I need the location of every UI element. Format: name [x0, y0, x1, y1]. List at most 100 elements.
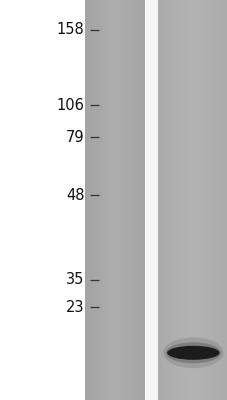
Bar [197, 0, 198, 400]
Bar [205, 0, 206, 400]
Bar [128, 0, 129, 400]
Bar [102, 0, 103, 400]
Bar [116, 0, 117, 400]
Bar [141, 0, 142, 400]
Bar [142, 0, 143, 400]
Bar [178, 0, 180, 400]
Bar [203, 0, 204, 400]
Bar [167, 0, 168, 400]
Bar [105, 0, 106, 400]
Bar [220, 0, 221, 400]
Bar [170, 0, 172, 400]
Bar [218, 0, 219, 400]
Bar [126, 0, 127, 400]
Bar [108, 0, 109, 400]
Bar [115, 0, 116, 400]
Bar [191, 0, 192, 400]
Bar [224, 0, 225, 400]
Bar [173, 0, 174, 400]
Bar [159, 0, 160, 400]
Bar [190, 0, 191, 400]
Bar [94, 0, 95, 400]
Bar [204, 0, 205, 400]
Text: 158: 158 [56, 22, 84, 38]
Ellipse shape [165, 342, 220, 363]
Bar [88, 0, 89, 400]
Bar [219, 0, 220, 400]
Bar [169, 0, 170, 400]
Bar [93, 0, 94, 400]
Bar [130, 0, 131, 400]
Bar [194, 0, 195, 400]
Bar [117, 0, 118, 400]
Bar [92, 0, 93, 400]
Bar [107, 0, 108, 400]
Bar [207, 0, 209, 400]
Bar [122, 0, 123, 400]
Bar [198, 0, 199, 400]
Bar [222, 0, 224, 400]
Bar [109, 0, 110, 400]
Bar [97, 0, 98, 400]
Bar [96, 0, 97, 400]
Bar [209, 0, 210, 400]
Bar [168, 0, 169, 400]
Bar [185, 0, 187, 400]
Bar [165, 0, 166, 400]
Bar [143, 0, 144, 400]
Bar [175, 0, 176, 400]
Bar [98, 0, 99, 400]
Bar [162, 0, 163, 400]
Bar [100, 0, 101, 400]
Bar [166, 0, 167, 400]
Bar [132, 0, 133, 400]
Bar [103, 0, 104, 400]
Bar [188, 0, 189, 400]
Bar [145, 0, 158, 400]
Bar [214, 0, 215, 400]
Bar [226, 0, 227, 400]
Bar [87, 0, 88, 400]
Bar [113, 0, 114, 400]
Bar [200, 0, 202, 400]
Bar [127, 0, 128, 400]
Bar [184, 0, 185, 400]
Bar [180, 0, 181, 400]
Bar [135, 0, 136, 400]
Bar [217, 0, 218, 400]
Bar [189, 0, 190, 400]
Bar [118, 0, 119, 400]
Bar [158, 0, 159, 400]
Bar [112, 0, 113, 400]
Bar [124, 0, 125, 400]
Bar [211, 0, 212, 400]
Bar [89, 0, 90, 400]
Bar [210, 0, 211, 400]
Bar [213, 0, 214, 400]
Text: 106: 106 [56, 98, 84, 113]
Bar [195, 0, 196, 400]
Text: 35: 35 [66, 272, 84, 288]
Bar [206, 0, 207, 400]
Bar [91, 0, 92, 400]
Bar [181, 0, 182, 400]
Bar [99, 0, 100, 400]
Bar [221, 0, 222, 400]
Bar [138, 0, 139, 400]
Bar [106, 0, 107, 400]
Bar [95, 0, 96, 400]
Bar [121, 0, 122, 400]
Bar [86, 0, 87, 400]
Bar [215, 0, 217, 400]
Bar [176, 0, 177, 400]
Bar [140, 0, 141, 400]
Bar [111, 0, 112, 400]
Bar [90, 0, 91, 400]
Bar [129, 0, 130, 400]
Bar [163, 0, 165, 400]
Bar [183, 0, 184, 400]
Bar [187, 0, 188, 400]
Bar [161, 0, 162, 400]
Bar [101, 0, 102, 400]
Bar [134, 0, 135, 400]
